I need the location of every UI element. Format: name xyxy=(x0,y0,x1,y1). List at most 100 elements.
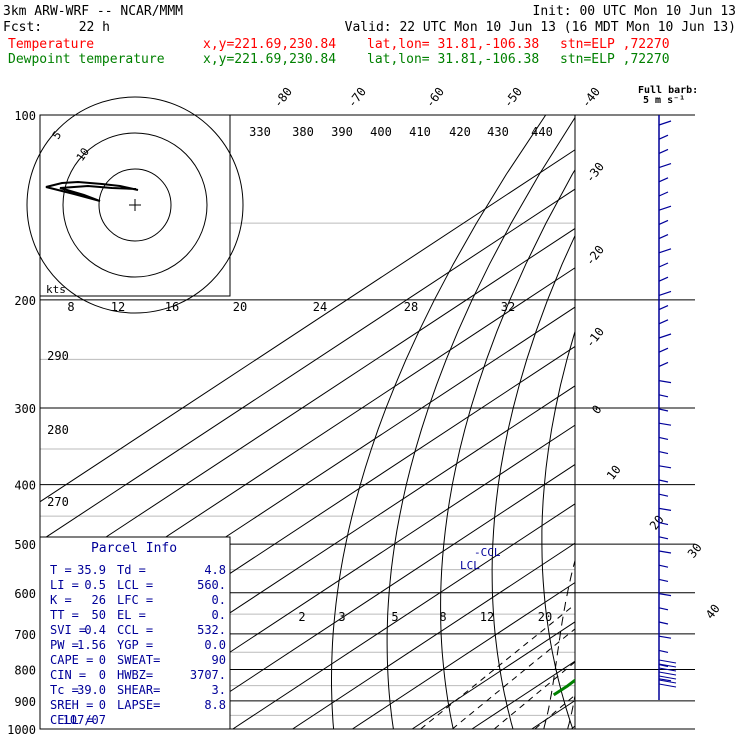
isotherm--60 xyxy=(112,424,575,729)
parcel-label2-9: LAPSE= xyxy=(117,698,160,712)
fcst-label: Fcst: xyxy=(3,20,42,35)
parcel-value2-1: 560. xyxy=(197,578,226,592)
parcel-value-6: 0 xyxy=(99,653,106,667)
parcel-value-7: 0 xyxy=(99,668,106,682)
plot-border xyxy=(39,114,576,730)
isotherm--40 xyxy=(232,503,575,729)
wind-barb-8 xyxy=(658,234,669,240)
wind-barb-32 xyxy=(658,578,669,582)
parcel-info-title: Parcel Info xyxy=(91,541,177,556)
dry-adiabat-310 xyxy=(636,115,731,729)
isotherm-0 xyxy=(471,660,575,729)
fcst-value: 22 h xyxy=(79,20,110,35)
wind-barb-31 xyxy=(658,564,669,568)
pressure-tick-300: 300 xyxy=(14,402,36,416)
hodograph-ring-label-10: 10 xyxy=(74,145,92,163)
mixing-ratio-label-lower-2: 5 xyxy=(391,610,398,624)
dry-adiabat-label-2: 270 xyxy=(47,495,69,509)
dry-adiabat-280 xyxy=(491,234,575,729)
wind-barb-19 xyxy=(658,394,669,398)
parcel-label-10: CELL = xyxy=(50,713,93,727)
parcel-label2-4: CCL = xyxy=(117,623,153,637)
parcel-value2-5: 0.0 xyxy=(204,638,226,652)
isotherm--30 xyxy=(292,542,575,729)
wind-barb-3 xyxy=(658,163,672,169)
wind-barb-1 xyxy=(658,134,669,140)
mixing-ratio-label-upper-3: 20 xyxy=(233,300,247,314)
isotherm--20 xyxy=(352,581,575,729)
wind-barb-16 xyxy=(658,347,669,353)
parcel-label2-7: HWBZ= xyxy=(117,668,153,682)
parcel-label2-8: SHEAR= xyxy=(117,683,160,697)
parcel-label2-3: EL = xyxy=(117,608,146,622)
parcel-value-4: 0.4 xyxy=(84,623,106,637)
parcel-value2-2: 0. xyxy=(212,593,226,607)
theta-label-5: 420 xyxy=(449,125,471,139)
wind-barb-17 xyxy=(658,361,669,367)
wind-barb-10 xyxy=(658,262,669,268)
isotherm-10 xyxy=(531,699,575,729)
temperature-station: stn=ELP ,72270 xyxy=(560,37,670,52)
wind-barb-30 xyxy=(658,550,672,554)
mixing-ratio-3 xyxy=(452,628,575,729)
dry-adiabat-label-1: 280 xyxy=(47,423,69,437)
isotherm-label-side-3: 0 xyxy=(589,402,604,416)
hodograph-kts-label: kts xyxy=(46,283,66,296)
dry-adiabat-260 xyxy=(386,116,575,729)
wind-barb-7 xyxy=(658,219,669,225)
parcel-value2-8: 3. xyxy=(212,683,226,697)
ccl-marker: -CCL xyxy=(474,546,501,559)
lcl-marker: LCL xyxy=(460,559,480,572)
parcel-label-0: T = xyxy=(50,563,72,577)
wind-barb-5 xyxy=(658,191,669,197)
mixing-ratio-2 xyxy=(420,603,575,729)
dry-adiabat-290 xyxy=(541,329,575,729)
mixing-ratio-label-lower-5: 20 xyxy=(538,610,552,624)
wind-barb-33 xyxy=(658,593,672,597)
mixing-ratio-label-lower-3: 8 xyxy=(439,610,446,624)
moist-adiabat-3 xyxy=(616,300,740,729)
parcel-value2-6: 90 xyxy=(212,653,226,667)
hodograph-trace xyxy=(45,180,139,202)
wind-barb-28 xyxy=(658,522,669,526)
valid-time: Valid: 22 UTC Mon 10 Jun 13 (16 MDT Mon … xyxy=(345,20,736,35)
wind-barb-21 xyxy=(658,422,672,426)
parcel-value-3: 50 xyxy=(92,608,106,622)
wind-barb-24 xyxy=(658,465,672,469)
theta-label-4: 410 xyxy=(409,125,431,139)
theta-label-7: 440 xyxy=(531,125,553,139)
parcel-value2-9: 8.8 xyxy=(204,698,226,712)
dewpoint-station: stn=ELP ,72270 xyxy=(560,52,670,67)
wind-barb-low-5 xyxy=(658,679,677,684)
dry-adiabat-label-0: 290 xyxy=(47,349,69,363)
dry-adiabat-250 xyxy=(331,115,547,729)
isotherm--10 xyxy=(411,621,575,729)
wind-barb-low-1 xyxy=(658,663,677,668)
isotherm-label-side-2: -10 xyxy=(583,325,607,351)
wind-barb-0 xyxy=(658,120,672,126)
temperature-curve xyxy=(723,115,740,695)
parcel-label-1: LI = xyxy=(50,578,79,592)
theta-label-3: 400 xyxy=(370,125,392,139)
hodograph: 5 10 kts xyxy=(26,96,244,314)
wind-barb-34 xyxy=(658,607,669,611)
wind-barb-36 xyxy=(658,635,672,639)
wind-barb-27 xyxy=(658,507,672,511)
isotherm-40 xyxy=(711,115,740,729)
dewpoint-legend: Dewpoint temperature xyxy=(8,52,165,67)
parcel-label-9: SREH = xyxy=(50,698,93,712)
isotherm--100 xyxy=(40,267,575,621)
wind-barb-14 xyxy=(658,319,669,325)
init-time: Init: 00 UTC Mon 10 Jun 13 xyxy=(533,4,737,19)
mixing-ratio-label-upper-0: 8 xyxy=(67,300,74,314)
parcel-value-2: 26 xyxy=(92,593,106,607)
parcel-value2-4: 532. xyxy=(197,623,226,637)
hodograph-ring-middle xyxy=(62,132,208,278)
mixing-ratio-label-lower-1: 3 xyxy=(338,610,345,624)
pressure-tick-400: 400 xyxy=(14,479,36,493)
parcel-value2-0: 4.8 xyxy=(204,563,226,577)
wind-barb-37 xyxy=(658,649,669,653)
wind-barb-29 xyxy=(658,536,669,540)
wind-barb-low-4 xyxy=(658,675,677,680)
parcel-value-10: 107/07 xyxy=(63,713,106,727)
